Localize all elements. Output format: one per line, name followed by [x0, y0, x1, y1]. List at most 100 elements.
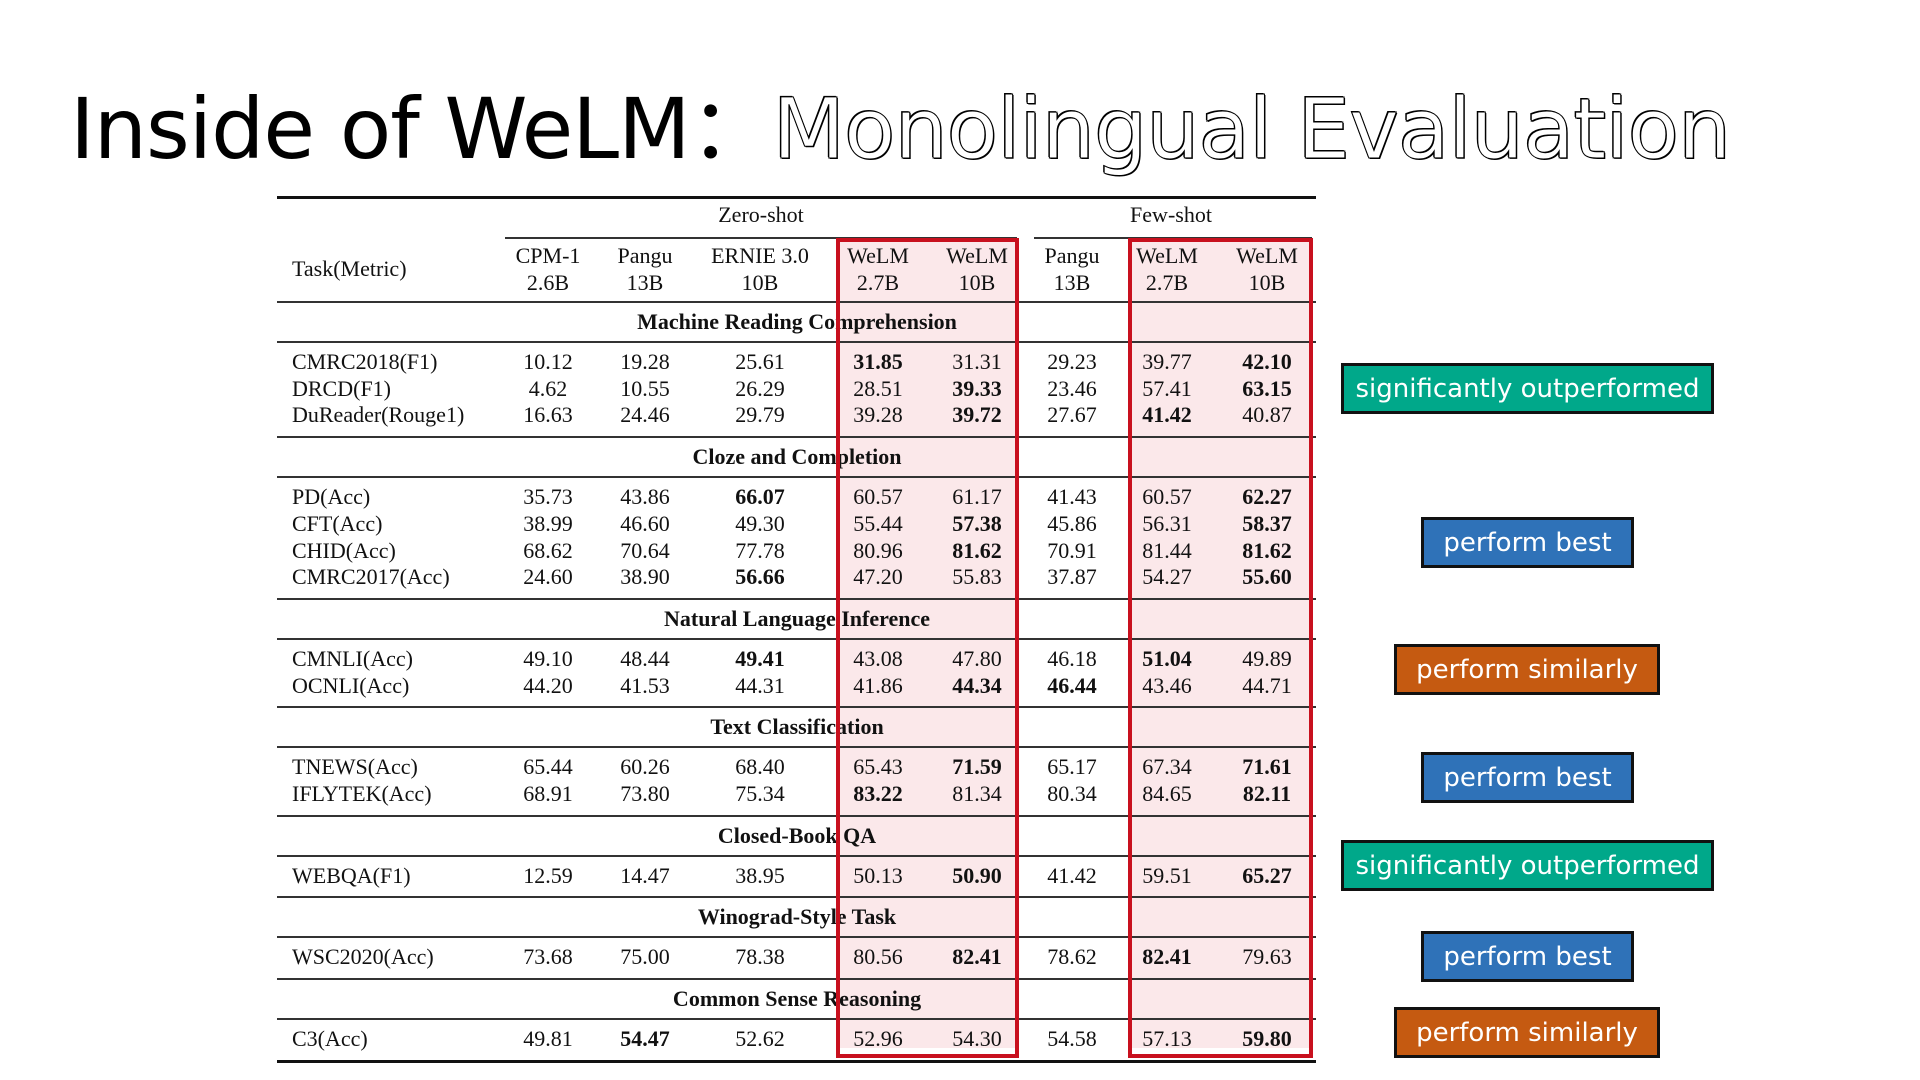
section-rule	[277, 896, 1316, 899]
score-cell: 82.11	[1242, 781, 1292, 806]
score-cell: 37.87	[1047, 564, 1097, 590]
group-header-zero-shot: Zero-shot	[718, 202, 804, 227]
section-rule	[277, 597, 1316, 600]
task-name: CFT(Acc)	[292, 510, 383, 536]
score-cell: 54.58	[1047, 1026, 1097, 1052]
score-cell: 54.27	[1142, 564, 1192, 590]
score-cell: 10.55	[620, 375, 670, 401]
score-cell: 48.44	[620, 645, 670, 671]
column-header-size: 10B	[1248, 270, 1286, 295]
score-cell: 39.77	[1142, 349, 1192, 374]
score-cell: 49.30	[735, 510, 785, 536]
score-cell: 44.71	[1242, 672, 1292, 698]
score-cell: 38.99	[523, 510, 573, 536]
column-header-size: 2.7B	[1145, 270, 1189, 295]
column-header-name: Pangu	[1044, 243, 1100, 268]
section-title: Common Sense Reasoning	[672, 986, 922, 1012]
table-bottom-rule	[277, 1059, 1316, 1063]
score-cell: 67.34	[1142, 754, 1192, 780]
score-cell: 65.27	[1242, 862, 1292, 888]
badge-perform-best: perform best	[1421, 752, 1634, 803]
score-cell: 50.13	[853, 862, 903, 888]
score-cell: 80.34	[1047, 781, 1097, 806]
task-name: PD(Acc)	[292, 484, 371, 510]
score-cell: 68.62	[523, 537, 573, 563]
section-rule	[277, 436, 1316, 439]
score-cell: 43.46	[1142, 672, 1192, 698]
score-cell: 44.31	[735, 672, 785, 698]
score-cell: 55.83	[952, 564, 1002, 590]
slide-title: Inside of WeLM：Monolingual Evaluation	[70, 62, 1732, 183]
badge-significantly-outperformed: significantly outperformed	[1341, 840, 1714, 891]
section-rule	[277, 1018, 1316, 1021]
score-cell: 57.13	[1142, 1026, 1192, 1052]
score-cell: 62.27	[1242, 484, 1292, 510]
score-cell: 47.20	[853, 564, 903, 590]
score-cell: 42.10	[1242, 349, 1292, 374]
score-cell: 81.44	[1142, 537, 1192, 563]
score-cell: 65.43	[853, 754, 903, 780]
score-cell: 54.30	[952, 1026, 1002, 1052]
score-cell: 44.34	[952, 672, 1002, 698]
task-name: OCNLI(Acc)	[292, 672, 410, 698]
badge-perform-best: perform best	[1421, 517, 1634, 568]
score-cell: 45.86	[1047, 510, 1097, 536]
score-cell: 57.38	[952, 510, 1002, 536]
column-header-name: WeLM	[946, 243, 1008, 268]
score-cell: 26.29	[735, 375, 785, 401]
score-cell: 46.44	[1047, 672, 1097, 698]
score-cell: 82.41	[1142, 944, 1192, 970]
score-cell: 65.17	[1047, 754, 1097, 780]
score-cell: 12.59	[523, 862, 573, 888]
score-cell: 61.17	[952, 484, 1002, 510]
task-name: WSC2020(Acc)	[292, 944, 434, 970]
column-header-name: WeLM	[1136, 243, 1198, 268]
score-cell: 46.18	[1047, 645, 1097, 671]
score-cell: 80.56	[853, 944, 903, 970]
section-rule	[277, 637, 1316, 640]
score-cell: 52.96	[853, 1026, 903, 1052]
task-name: DRCD(F1)	[292, 375, 392, 401]
score-cell: 55.44	[853, 510, 903, 536]
score-cell: 63.15	[1242, 375, 1292, 401]
score-cell: 81.62	[1242, 537, 1292, 563]
score-cell: 78.62	[1047, 944, 1097, 970]
score-cell: 28.51	[853, 375, 903, 401]
section-rule	[277, 814, 1316, 817]
header-rule	[277, 301, 1316, 303]
score-cell: 43.08	[853, 645, 903, 671]
section-title: Natural Language Inference	[663, 605, 931, 631]
score-cell: 78.38	[735, 944, 785, 970]
score-cell: 60.57	[853, 484, 903, 510]
score-cell: 47.80	[952, 645, 1002, 671]
zero-shot-underline	[505, 237, 1017, 239]
section-rule	[277, 936, 1316, 939]
column-header-name: CPM-1	[515, 243, 581, 268]
score-cell: 65.44	[523, 754, 573, 780]
score-cell: 54.47	[620, 1026, 670, 1052]
task-name: CMRC2018(F1)	[292, 349, 438, 374]
score-cell: 59.80	[1242, 1026, 1292, 1052]
score-cell: 31.85	[853, 349, 903, 374]
section-title: Text Classification	[710, 714, 884, 740]
score-cell: 70.64	[620, 537, 670, 563]
column-header-size: 10B	[958, 270, 996, 295]
score-cell: 49.41	[735, 645, 785, 671]
score-cell: 51.04	[1142, 645, 1192, 671]
score-cell: 70.91	[1047, 537, 1097, 563]
task-name: C3(Acc)	[292, 1026, 368, 1052]
score-cell: 56.66	[735, 564, 785, 590]
score-cell: 29.23	[1047, 349, 1097, 374]
score-cell: 27.67	[1047, 402, 1097, 428]
group-header-few-shot: Few-shot	[1130, 202, 1212, 227]
score-cell: 49.89	[1242, 645, 1292, 671]
score-cell: 83.22	[853, 781, 903, 806]
title-part2: Monolingual Evaluation	[772, 80, 1732, 179]
column-header-size: 2.6B	[526, 270, 570, 295]
section-rule	[277, 341, 1316, 343]
score-cell: 68.91	[523, 781, 573, 806]
task-name: IFLYTEK(Acc)	[292, 781, 432, 806]
score-cell: 16.63	[523, 402, 573, 428]
score-cell: 82.41	[952, 944, 1002, 970]
task-name: CHID(Acc)	[292, 537, 396, 563]
